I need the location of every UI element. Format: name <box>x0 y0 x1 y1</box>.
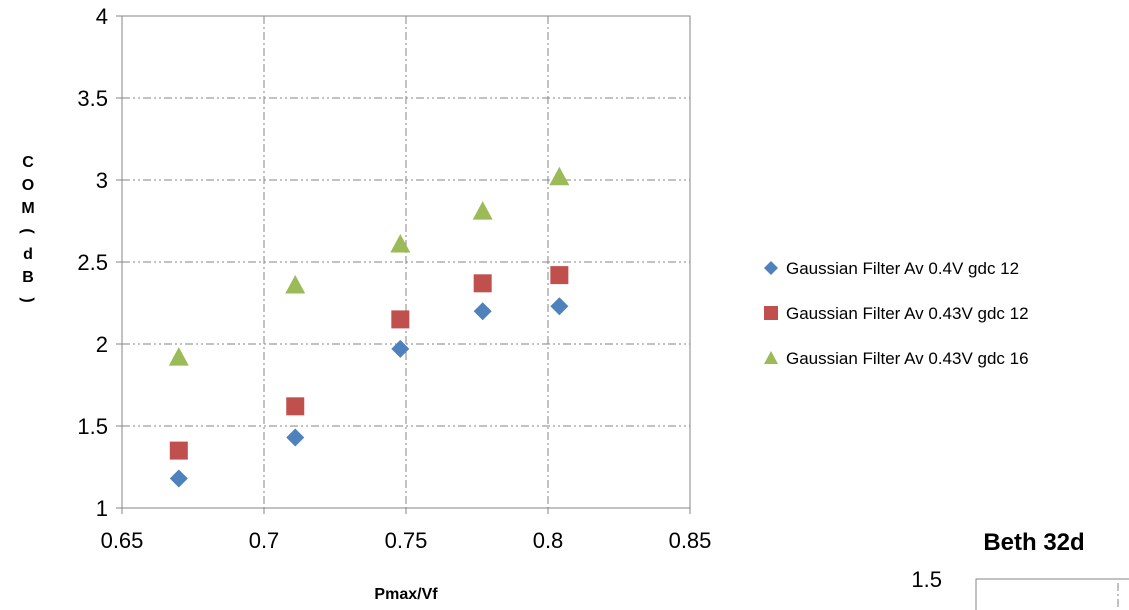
data-point-diamond <box>169 469 188 488</box>
data-point-triangle <box>168 347 189 366</box>
data-point-triangle <box>472 201 493 220</box>
data-point-square <box>169 441 188 460</box>
y-axis-title-char: d <box>23 246 33 263</box>
x-axis-title: Pmax/Vf <box>374 586 438 603</box>
y-tick-label: 3.5 <box>77 86 108 111</box>
data-point-triangle <box>549 166 570 186</box>
x-tick-label: 0.7 <box>249 528 280 553</box>
y-tick-label: 4 <box>96 4 108 29</box>
legend-marker <box>764 261 778 275</box>
legend-label: Gaussian Filter Av 0.4V gdc 12 <box>786 259 1019 278</box>
data-point-square <box>286 397 305 416</box>
tick-labels: 1 1.5 2 2.5 3 3.5 4 0.65 0.7 0.75 0.8 0.85 <box>77 4 711 553</box>
data-points <box>168 166 570 488</box>
y-axis-title-char: M <box>21 200 34 217</box>
data-point-diamond <box>550 297 569 316</box>
legend-item: Gaussian Filter Av 0.4V gdc 12 <box>764 259 1019 278</box>
x-tick-label: 0.65 <box>101 528 144 553</box>
x-tick-label: 0.8 <box>533 528 564 553</box>
data-point-diamond <box>286 428 305 447</box>
legend: Gaussian Filter Av 0.4V gdc 12 Gaussian F… <box>764 259 1029 368</box>
y-axis-title: COM ( dB) <box>19 154 36 303</box>
legend-label: Gaussian Filter Av 0.43V gdc 16 <box>786 349 1029 368</box>
legend-label: Gaussian Filter Av 0.43V gdc 12 <box>786 304 1029 323</box>
data-point-diamond <box>391 339 410 358</box>
y-axis-title-char: ( <box>19 228 36 234</box>
y-axis-title-char: O <box>22 177 34 194</box>
y-axis-title-char: C <box>22 154 34 171</box>
legend-item: Gaussian Filter Av 0.43V gdc 12 <box>764 304 1029 323</box>
y-axis-title-char: ) <box>19 297 36 302</box>
data-point-square <box>391 310 410 329</box>
inset-y-tick-label: 1.5 <box>911 567 942 592</box>
data-point-diamond <box>473 302 492 321</box>
y-axis-title-char: B <box>22 269 34 286</box>
y-tick-label: 2.5 <box>77 250 108 275</box>
legend-marker <box>764 306 778 320</box>
data-point-square <box>550 266 569 285</box>
legend-item: Gaussian Filter Av 0.43V gdc 16 <box>764 349 1029 368</box>
x-tick-label: 0.85 <box>669 528 712 553</box>
x-tick-label: 0.75 <box>385 528 428 553</box>
inset-chart-title: Beth 32d <box>983 529 1084 556</box>
y-tick-label: 1 <box>96 496 108 521</box>
inset-chart: Beth 32d 1.5 <box>911 529 1129 610</box>
y-tick-label: 2 <box>96 332 108 357</box>
data-point-triangle <box>390 233 411 253</box>
legend-marker <box>764 351 778 364</box>
data-point-triangle <box>285 274 306 294</box>
grid <box>122 16 690 508</box>
inset-plot-frame <box>975 578 1129 610</box>
y-tick-label: 3 <box>96 168 108 193</box>
y-tick-label: 1.5 <box>77 414 108 439</box>
data-point-square <box>473 274 492 293</box>
